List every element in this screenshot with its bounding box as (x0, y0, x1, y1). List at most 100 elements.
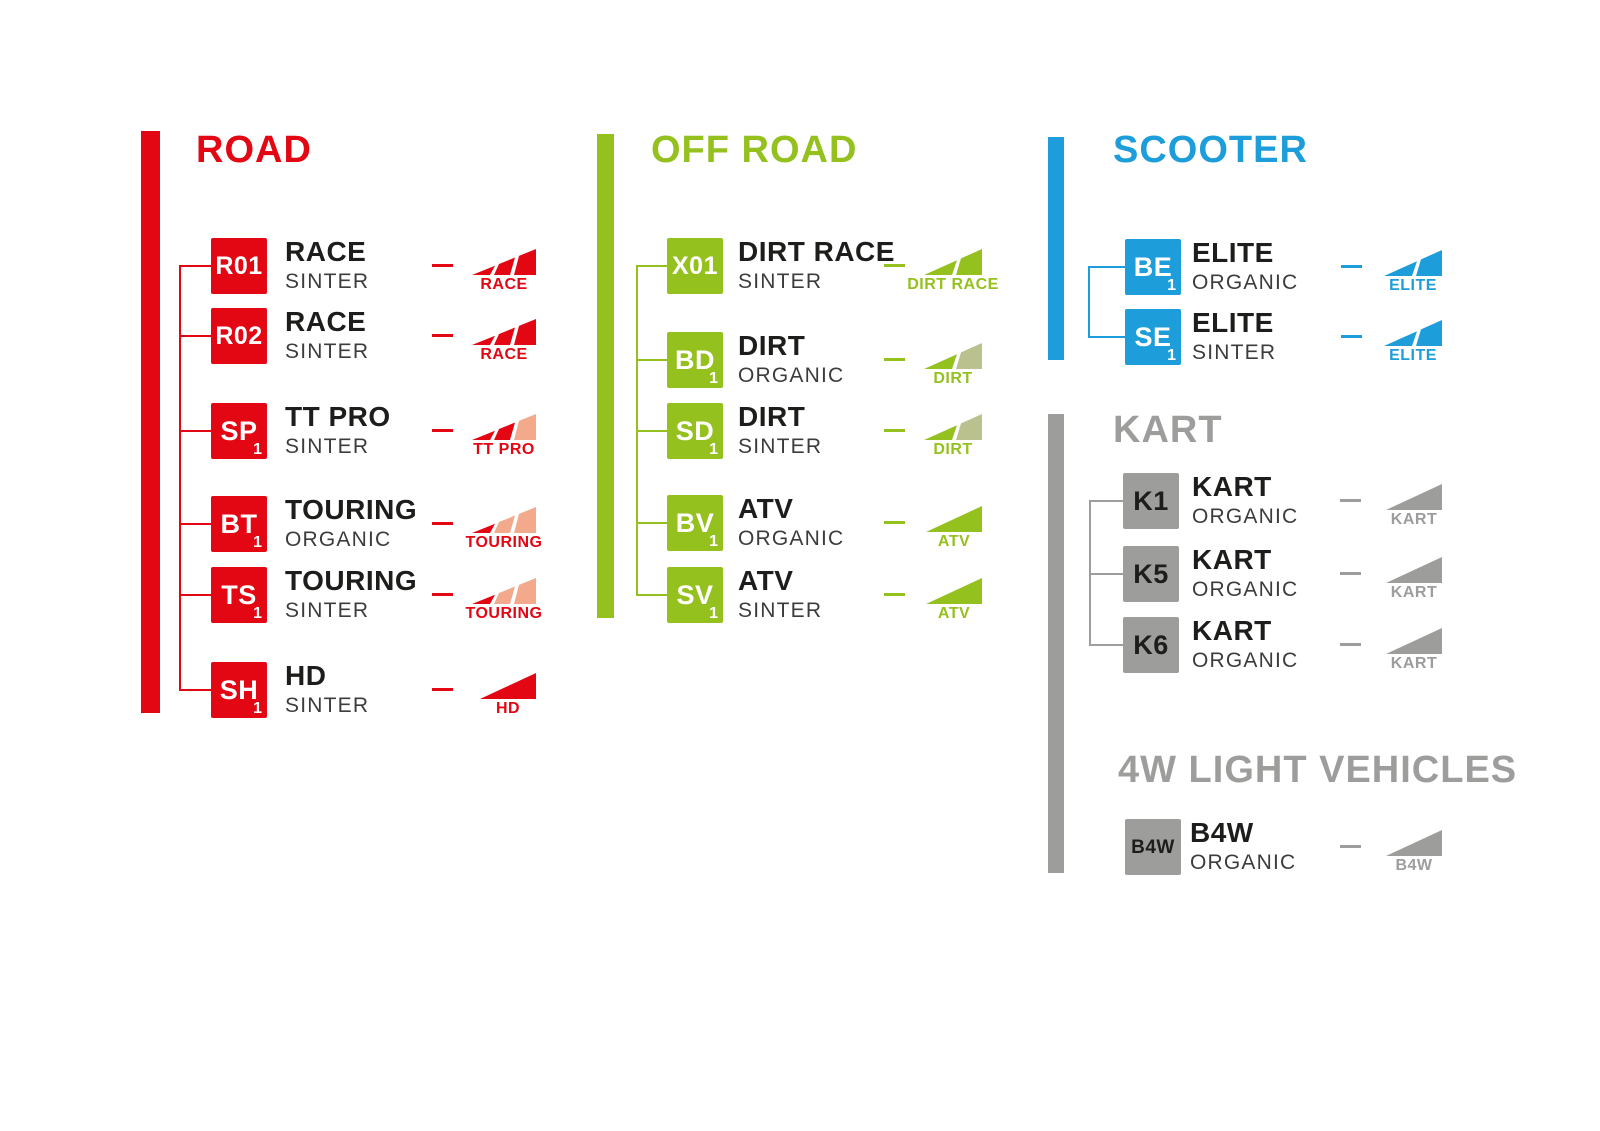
dash-line (1340, 499, 1361, 502)
product-code-badge: K1 (1123, 473, 1179, 529)
product-code-subscript: 1 (1167, 347, 1176, 364)
product-labels: ATV ORGANIC (738, 495, 844, 551)
wedge-label: TT PRO (473, 441, 535, 458)
product-material: SINTER (738, 269, 823, 293)
product-name: RACE (285, 236, 367, 268)
product-name: DIRT (738, 401, 806, 433)
product-labels: DIRT SINTER (738, 403, 822, 459)
product-code-badge: R01 (211, 238, 267, 294)
wedge-segment (494, 515, 515, 533)
product-name: ATV (738, 565, 794, 597)
wedge-segment (956, 414, 982, 440)
wedge-label: KART (1390, 584, 1438, 601)
wedge-segment (494, 422, 515, 440)
section-title: 4W LIGHT VEHICLES (1118, 749, 1518, 791)
wedge-segment (494, 586, 515, 604)
product-code-badge: R02 (211, 308, 267, 364)
dash-line (884, 264, 905, 267)
wedge-segment (924, 260, 957, 275)
product-code-badge: BT 1 (211, 496, 267, 552)
section-title: OFF ROAD (651, 129, 858, 171)
product-code: K1 (1133, 485, 1169, 516)
product-name: B4W (1190, 817, 1254, 849)
product-labels: DIRT RACE SINTER (738, 238, 895, 294)
wedge-segment (926, 506, 982, 532)
connector-stub-line (179, 430, 211, 432)
product-material: SINTER (738, 598, 823, 622)
product-code-badge: X01 (667, 238, 723, 294)
dash-line (432, 593, 453, 596)
dash-line (1340, 845, 1361, 848)
product-code-badge: K5 (1123, 546, 1179, 602)
product-code: K6 (1133, 629, 1169, 660)
wedge-label: RACE (480, 346, 528, 363)
product-labels: ATV SINTER (738, 567, 822, 623)
product-code: R01 (215, 251, 263, 280)
wedge-segment (1416, 250, 1442, 276)
wedge-label: RACE (480, 276, 528, 293)
dash-line (432, 264, 453, 267)
connector-stub-line (636, 522, 667, 524)
connector-stub-line (179, 594, 211, 596)
product-code-badge: BV 1 (667, 495, 723, 551)
product-name: KART (1192, 544, 1272, 576)
wedge-segment (514, 578, 536, 604)
wedge-segment (1386, 484, 1442, 510)
connector-stub-line (179, 689, 211, 691)
connector-stub-line (1089, 573, 1123, 575)
performance-wedge-icon (1386, 628, 1442, 659)
section-color-bar (1048, 137, 1064, 360)
performance-wedge-icon (924, 249, 982, 280)
wedge-label: DIRT (933, 370, 973, 387)
product-code: SE (1134, 321, 1172, 352)
product-code-badge: SH 1 (211, 662, 267, 718)
product-labels: KART ORGANIC (1192, 473, 1298, 529)
product-code-subscript: 1 (253, 534, 262, 551)
product-code-subscript: 1 (253, 605, 262, 622)
product-material: SINTER (285, 693, 370, 717)
wedge-label: TOURING (465, 534, 543, 551)
wedge-segment (514, 414, 536, 440)
wedge-segment (472, 265, 495, 275)
connector-vertical-line (179, 266, 181, 690)
product-code: R02 (215, 321, 263, 350)
product-code-badge: TS 1 (211, 567, 267, 623)
wedge-segment (472, 335, 495, 345)
performance-wedge-icon (926, 578, 982, 609)
product-material: SINTER (285, 598, 370, 622)
product-material: ORGANIC (738, 363, 845, 387)
connector-vertical-line (1088, 267, 1090, 337)
wedge-segment (1386, 557, 1442, 583)
wedge-label: ATV (937, 605, 971, 622)
connector-stub-line (636, 359, 667, 361)
wedge-segment (494, 327, 515, 345)
performance-wedge-icon (1386, 484, 1442, 515)
wedge-label: TOURING (465, 605, 543, 622)
section-color-bar (1048, 414, 1064, 873)
dash-line (884, 429, 905, 432)
dash-line (432, 688, 453, 691)
product-code-subscript: 1 (253, 441, 262, 458)
wedge-segment (956, 343, 982, 369)
performance-wedge-icon (1384, 250, 1442, 281)
product-name: RACE (285, 306, 367, 338)
product-name: KART (1192, 471, 1272, 503)
product-labels: KART ORGANIC (1192, 546, 1298, 602)
product-labels: TOURING SINTER (285, 567, 417, 623)
product-code-subscript: 1 (253, 700, 262, 717)
product-material: SINTER (1192, 340, 1277, 364)
wedge-label: DIRT RACE (907, 276, 999, 293)
wedge-segment (472, 430, 495, 440)
connector-stub-line (179, 265, 211, 267)
performance-wedge-icon (472, 249, 536, 280)
dash-line (1340, 572, 1361, 575)
product-code: B4W (1131, 836, 1175, 858)
product-labels: DIRT ORGANIC (738, 332, 844, 388)
dash-line (1340, 643, 1361, 646)
performance-wedge-icon (472, 578, 536, 609)
product-labels: ELITE ORGANIC (1192, 239, 1298, 295)
product-code-subscript: 1 (709, 441, 718, 458)
performance-wedge-icon (924, 414, 982, 445)
dash-line (1341, 335, 1362, 338)
